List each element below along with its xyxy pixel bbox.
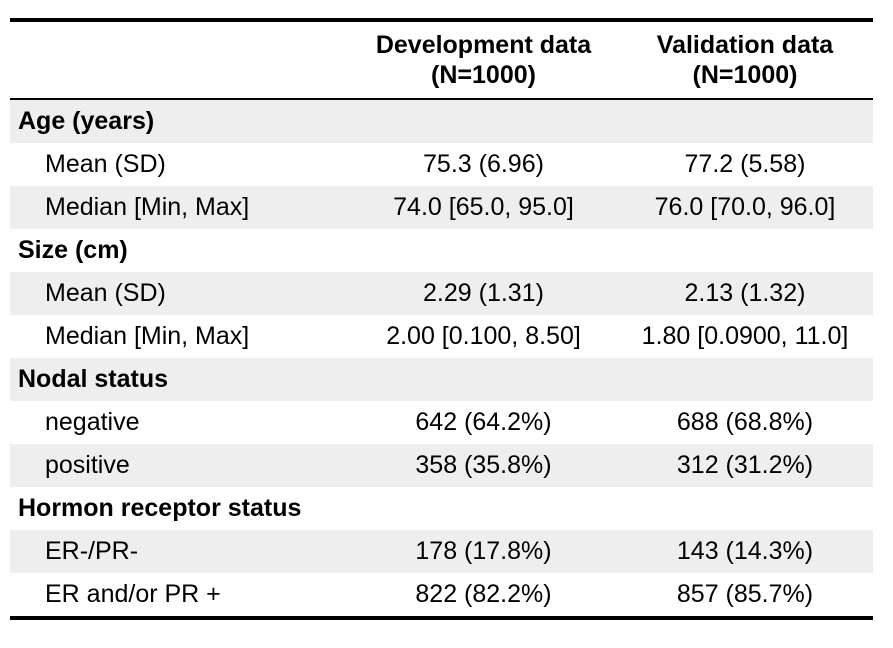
header-validation: Validation data (N=1000) xyxy=(617,18,873,100)
validation-value: 2.13 (1.32) xyxy=(617,272,873,315)
row-label: Mean (SD) xyxy=(10,143,350,186)
table-row: Mean (SD) 2.29 (1.31) 2.13 (1.32) xyxy=(10,272,873,315)
development-value: 75.3 (6.96) xyxy=(350,143,617,186)
group-row-nodal: Nodal status xyxy=(10,358,873,401)
row-label: negative xyxy=(10,401,350,444)
validation-value: 77.2 (5.58) xyxy=(617,143,873,186)
group-title: Age (years) xyxy=(10,99,873,143)
header-development-title: Development data xyxy=(375,31,592,59)
development-value: 74.0 [65.0, 95.0] xyxy=(350,186,617,229)
row-label: Mean (SD) xyxy=(10,272,350,315)
summary-table: Development data (N=1000) Validation dat… xyxy=(10,18,873,620)
development-value: 822 (82.2%) xyxy=(350,573,617,620)
validation-value: 857 (85.7%) xyxy=(617,573,873,620)
header-validation-title: Validation data xyxy=(656,31,834,59)
group-row-age: Age (years) xyxy=(10,99,873,143)
row-label: Median [Min, Max] xyxy=(10,315,350,358)
row-label: ER and/or PR + xyxy=(10,573,350,620)
table-row: Median [Min, Max] 2.00 [0.100, 8.50] 1.8… xyxy=(10,315,873,358)
development-value: 358 (35.8%) xyxy=(350,444,617,487)
table-row: negative 642 (64.2%) 688 (68.8%) xyxy=(10,401,873,444)
validation-value: 1.80 [0.0900, 11.0] xyxy=(617,315,873,358)
group-title: Size (cm) xyxy=(10,229,873,272)
header-development: Development data (N=1000) xyxy=(350,18,617,100)
development-value: 2.29 (1.31) xyxy=(350,272,617,315)
validation-value: 312 (31.2%) xyxy=(617,444,873,487)
row-label: Median [Min, Max] xyxy=(10,186,350,229)
table-row: ER-/PR- 178 (17.8%) 143 (14.3%) xyxy=(10,530,873,573)
summary-table-container: Development data (N=1000) Validation dat… xyxy=(10,18,873,620)
row-label: positive xyxy=(10,444,350,487)
header-label-cell xyxy=(10,18,350,100)
table-header-row: Development data (N=1000) Validation dat… xyxy=(10,18,873,100)
group-title: Nodal status xyxy=(10,358,873,401)
table-row: positive 358 (35.8%) 312 (31.2%) xyxy=(10,444,873,487)
development-value: 178 (17.8%) xyxy=(350,530,617,573)
group-title: Hormon receptor status xyxy=(10,487,873,530)
table-row: Median [Min, Max] 74.0 [65.0, 95.0] 76.0… xyxy=(10,186,873,229)
development-value: 642 (64.2%) xyxy=(350,401,617,444)
header-validation-n: (N=1000) xyxy=(692,61,798,89)
validation-value: 143 (14.3%) xyxy=(617,530,873,573)
table-row: Mean (SD) 75.3 (6.96) 77.2 (5.58) xyxy=(10,143,873,186)
development-value: 2.00 [0.100, 8.50] xyxy=(350,315,617,358)
validation-value: 76.0 [70.0, 96.0] xyxy=(617,186,873,229)
row-label: ER-/PR- xyxy=(10,530,350,573)
table-row: ER and/or PR + 822 (82.2%) 857 (85.7%) xyxy=(10,573,873,620)
validation-value: 688 (68.8%) xyxy=(617,401,873,444)
group-row-hormone: Hormon receptor status xyxy=(10,487,873,530)
group-row-size: Size (cm) xyxy=(10,229,873,272)
header-development-n: (N=1000) xyxy=(431,61,536,89)
